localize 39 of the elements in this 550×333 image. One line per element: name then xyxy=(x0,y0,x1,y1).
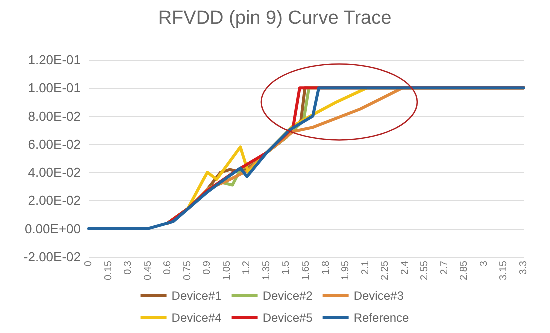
x-tick-label: 2.55 xyxy=(420,260,431,280)
x-tick-label: 3.3 xyxy=(518,260,530,275)
y-tick-label: 0.00E+00 xyxy=(24,221,81,236)
legend-label: Reference xyxy=(354,311,410,325)
legend-label: Device#2 xyxy=(262,289,314,303)
x-tick-label: 1.8 xyxy=(320,260,332,275)
y-tick-label: 2.00E-02 xyxy=(28,193,81,208)
x-tick-label: 0.15 xyxy=(103,260,114,280)
y-tick-label: 4.00E-02 xyxy=(28,165,81,180)
x-tick-label: 2.25 xyxy=(380,260,392,280)
line-series xyxy=(88,86,526,230)
legend-label: Device#1 xyxy=(172,289,222,303)
x-tick-label: 0 xyxy=(84,260,94,267)
x-tick-label: 0.6 xyxy=(162,260,174,275)
x-tick-label: 3 xyxy=(478,260,490,267)
x-tick-label: 1.35 xyxy=(261,260,272,280)
x-tick-label: 0.75 xyxy=(182,260,194,280)
x-tick-label: 1.05 xyxy=(222,260,233,280)
x-tick-label: 1.2 xyxy=(242,260,253,275)
x-tick-label: 0.3 xyxy=(123,260,134,275)
x-tick-label: 0.45 xyxy=(142,260,154,280)
x-tick-label: 2.85 xyxy=(459,260,470,280)
y-tick-label: 6.00E-02 xyxy=(28,136,81,152)
y-tick-label: -2.00E-02 xyxy=(24,250,81,264)
y-tick-label: 8.00E-02 xyxy=(28,108,81,124)
x-tick-label: 2.7 xyxy=(439,260,450,275)
x-tick-label: 3.15 xyxy=(498,260,510,280)
y-tick-label: 1.20E-01 xyxy=(28,52,81,68)
legend-label: Device#5 xyxy=(262,311,314,325)
x-tick-label: 2.4 xyxy=(400,260,411,275)
x-tick-label: 1.65 xyxy=(301,260,312,280)
legend-label: Device#3 xyxy=(354,289,404,303)
chart-title: RFVDD (pin 9) Curve Trace xyxy=(158,8,392,29)
x-tick-label: 0.9 xyxy=(202,260,214,275)
y-tick-label: 1.00E-01 xyxy=(28,80,81,96)
x-tick-label: 1.95 xyxy=(340,260,352,280)
legend-label: Device#4 xyxy=(172,311,222,325)
x-tick-label: 2.1 xyxy=(360,260,372,275)
x-tick-label: 1.5 xyxy=(281,260,292,275)
